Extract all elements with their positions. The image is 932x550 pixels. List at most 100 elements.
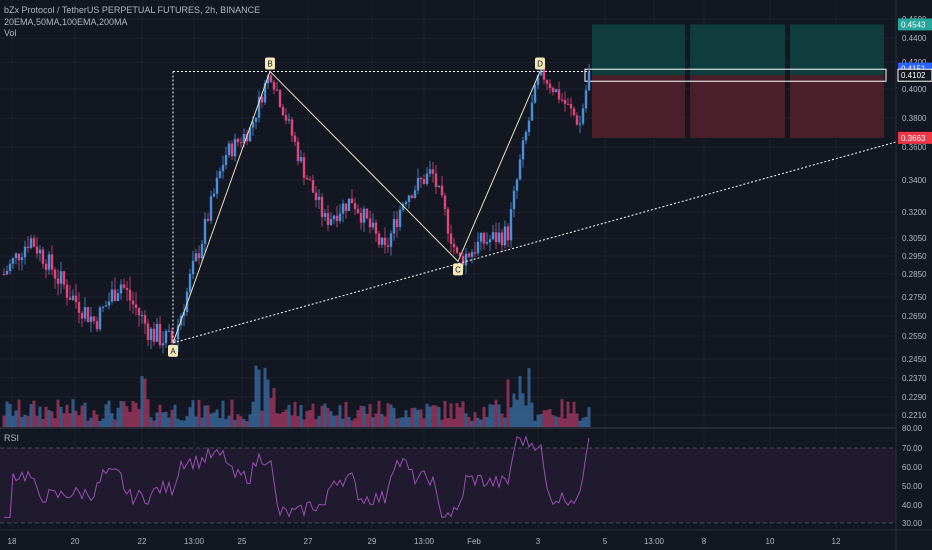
candle-body <box>299 157 303 162</box>
volume-bar <box>11 415 15 427</box>
rsi-tick: 40.00 <box>902 501 923 510</box>
volume-bar <box>305 411 309 427</box>
volume-bar <box>365 413 369 427</box>
volume-bar <box>203 405 207 427</box>
candle-body <box>2 274 6 275</box>
volume-bar <box>266 379 270 427</box>
rsi-tick: 30.00 <box>902 519 923 528</box>
candle-body <box>473 252 477 254</box>
volume-bar <box>320 405 324 427</box>
volume-bar <box>56 399 60 427</box>
candle-body <box>389 233 393 247</box>
volume-bar <box>272 388 276 427</box>
volume-bar <box>350 420 354 427</box>
price-tag-text: 0.4102 <box>901 71 926 80</box>
volume-bar <box>560 399 564 427</box>
volume-bar <box>71 399 75 427</box>
volume-bar <box>242 418 246 427</box>
candle-body <box>326 213 330 226</box>
volume-bar <box>104 404 108 427</box>
price-tick: 0.4000 <box>902 85 927 94</box>
candle-body <box>14 253 18 259</box>
volume-bar <box>101 418 105 427</box>
candle-body <box>467 253 471 257</box>
volume-bar <box>422 418 426 427</box>
volume-bar <box>95 414 99 427</box>
volume-bar <box>470 420 474 427</box>
volume-bar <box>503 417 507 427</box>
volume-bar <box>557 417 561 427</box>
candle-body <box>320 196 324 218</box>
candle-body <box>167 330 171 332</box>
volume-bar <box>464 413 468 427</box>
volume-bar <box>449 403 453 427</box>
candle-body <box>383 237 387 246</box>
candle-body <box>515 179 519 191</box>
volume-bar <box>398 417 402 427</box>
volume-bar <box>257 369 261 427</box>
candle-body <box>176 325 180 340</box>
target-zone <box>592 24 685 76</box>
volume-bar <box>158 404 162 427</box>
volume-bar <box>440 419 444 427</box>
volume-bar <box>548 409 552 427</box>
volume-bar <box>47 410 51 427</box>
candle-body <box>431 169 435 174</box>
candle-body <box>248 127 252 142</box>
stop-zone <box>690 75 785 138</box>
volume-bar <box>518 376 522 427</box>
volume-bar <box>194 416 198 427</box>
candle-body <box>416 177 420 191</box>
candle-body <box>272 82 276 90</box>
candle-body <box>308 179 312 181</box>
candle-body <box>479 233 483 242</box>
candle-body <box>170 330 174 343</box>
volume-bar <box>530 402 534 427</box>
volume-bar <box>401 417 405 427</box>
volume-bar <box>404 410 408 427</box>
candle-body <box>488 239 492 243</box>
volume-bar <box>134 402 138 427</box>
candle-body <box>563 99 567 104</box>
volume-bar <box>446 418 450 427</box>
volume-bar <box>362 406 366 427</box>
volume-bar <box>182 420 186 427</box>
x-tick: 22 <box>138 537 147 546</box>
candle-body <box>542 65 546 80</box>
volume-bar <box>185 415 189 427</box>
candle-body <box>227 143 231 156</box>
candle-body <box>89 316 93 322</box>
volume-bar <box>395 418 399 427</box>
volume-bar <box>197 399 201 427</box>
volume-bar <box>347 416 351 427</box>
x-tick: 29 <box>368 537 377 546</box>
candle-body <box>356 208 360 214</box>
candle-body <box>50 254 54 270</box>
candle-body <box>284 115 288 121</box>
candle-body <box>443 195 447 209</box>
candle-body <box>131 300 135 305</box>
volume-bar <box>167 417 171 427</box>
volume-bar <box>227 415 231 427</box>
candle-body <box>56 278 60 284</box>
candle-body <box>254 117 258 122</box>
candle-body <box>155 324 159 342</box>
volume-bar <box>68 413 72 427</box>
volume-bar <box>29 403 33 427</box>
volume-bar <box>317 415 321 427</box>
volume-bar <box>35 415 39 427</box>
volume-bar <box>290 415 294 427</box>
candle-body <box>458 252 462 257</box>
volume-bar <box>434 405 438 427</box>
candle-body <box>245 134 249 142</box>
candle-body <box>533 85 537 103</box>
candle-body <box>242 134 246 143</box>
volume-bar <box>371 417 375 427</box>
volume-bar <box>452 418 456 427</box>
candle-body <box>449 233 453 244</box>
candle-body <box>143 315 147 324</box>
candle-body <box>80 312 84 319</box>
volume-bar <box>263 367 267 427</box>
volume-bar <box>551 415 555 427</box>
